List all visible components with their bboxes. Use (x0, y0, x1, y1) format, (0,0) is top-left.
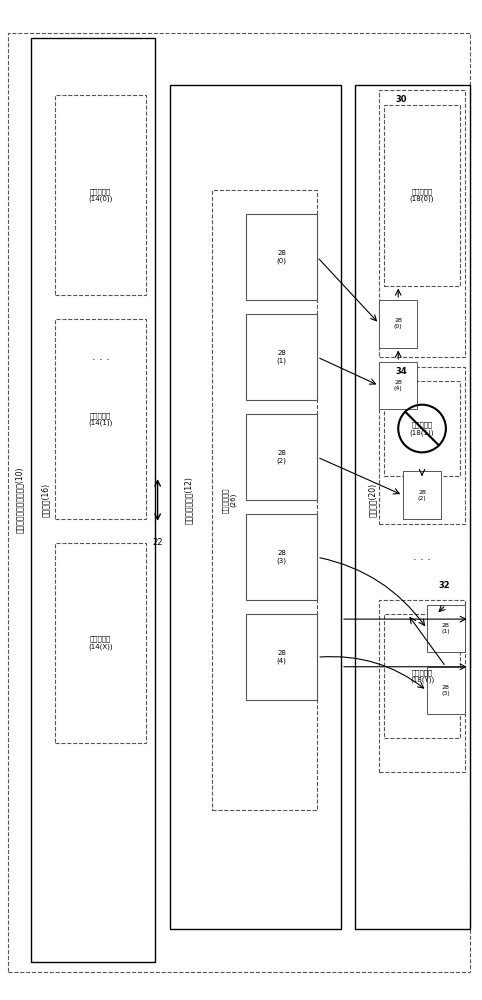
Text: 產生者裝置
(14(0)): 產生者裝置 (14(0)) (88, 188, 113, 202)
Bar (213, 190, 317, 810)
Text: 28
(3): 28 (3) (442, 685, 450, 696)
Bar (384, 381, 460, 476)
Text: 消費者裝置
(18(1)): 消費者裝置 (18(1)) (410, 421, 434, 436)
Bar (55, 319, 146, 519)
Text: 28
(4): 28 (4) (277, 650, 286, 664)
Bar (379, 367, 465, 524)
Text: 產生者裝置
(14(1)): 產生者裝置 (14(1)) (88, 412, 113, 426)
Text: 28
(1): 28 (1) (442, 623, 450, 634)
Bar (427, 605, 465, 652)
Bar (55, 543, 146, 743)
Bar (246, 414, 317, 500)
Text: 28
(2): 28 (2) (418, 490, 427, 501)
Text: 強有序域(16): 強有序域(16) (41, 483, 50, 517)
Bar (246, 614, 317, 700)
Text: 34: 34 (396, 367, 407, 376)
Bar (55, 95, 146, 295)
Bar (246, 214, 317, 300)
Text: 30: 30 (396, 95, 407, 104)
Bar (31, 38, 155, 962)
Bar (379, 362, 417, 409)
Text: 弱有序域(20): 弱有序域(20) (367, 483, 376, 517)
Text: 事務級緩衝器
(26): 事務級緩衝器 (26) (222, 487, 236, 513)
Text: . . .: . . . (92, 352, 109, 362)
Text: 28
(1): 28 (1) (277, 350, 286, 364)
Text: 28
(2): 28 (2) (277, 450, 286, 464)
Text: 32: 32 (439, 581, 450, 590)
Text: 28
(0): 28 (0) (394, 318, 402, 329)
Bar (246, 514, 317, 600)
Text: 28
(0): 28 (0) (277, 250, 286, 264)
Text: 28
(3): 28 (3) (277, 550, 286, 564)
Text: 基於處理器的計算機系統(10): 基於處理器的計算機系統(10) (15, 467, 24, 533)
Text: 22: 22 (152, 538, 163, 547)
Bar (379, 600, 465, 772)
Text: 消費者裝置
(18(0)): 消費者裝置 (18(0)) (410, 188, 434, 202)
Text: 主機橋接器裝置(12): 主機橋接器裝置(12) (184, 476, 193, 524)
Text: 消費者裝置
(18(Y)): 消費者裝置 (18(Y)) (410, 669, 434, 683)
Bar (427, 667, 465, 714)
Bar (379, 90, 465, 357)
Bar (170, 85, 341, 929)
Text: 28
(4): 28 (4) (394, 380, 402, 391)
Text: . . .: . . . (413, 552, 431, 562)
Bar (384, 614, 460, 738)
Text: 產生者裝置
(14(X)): 產生者裝置 (14(X)) (88, 636, 113, 650)
Bar (384, 105, 460, 286)
Bar (403, 471, 441, 519)
Bar (379, 300, 417, 348)
Bar (246, 314, 317, 400)
Bar (355, 85, 469, 929)
